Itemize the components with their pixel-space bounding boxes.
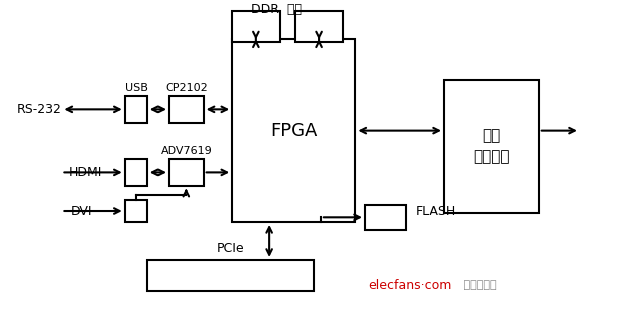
Text: FLASH: FLASH — [415, 205, 456, 218]
Text: 电子发烧友: 电子发烧友 — [460, 280, 497, 290]
Bar — [169, 96, 204, 123]
Text: DDR  外设: DDR 外设 — [251, 3, 302, 16]
Bar — [295, 11, 343, 42]
Bar — [124, 200, 147, 222]
Bar — [124, 159, 147, 186]
Text: ADV7619: ADV7619 — [161, 146, 213, 156]
Text: FPGA: FPGA — [270, 121, 318, 140]
Text: 高速
通讯逃辑: 高速 通讯逃辑 — [473, 128, 510, 164]
Text: RS-232: RS-232 — [17, 103, 62, 116]
Text: DVI: DVI — [71, 204, 93, 218]
Bar — [147, 260, 314, 291]
Bar — [365, 205, 406, 230]
Text: PCIe: PCIe — [217, 242, 244, 255]
Bar — [232, 11, 279, 42]
Bar — [169, 159, 204, 186]
Text: HDMI: HDMI — [69, 166, 102, 179]
Text: CP2102: CP2102 — [165, 83, 208, 93]
Text: USB: USB — [124, 83, 147, 93]
Bar — [232, 39, 356, 222]
Bar — [124, 96, 147, 123]
Bar — [444, 80, 538, 213]
Text: elecfans·com: elecfans·com — [368, 279, 451, 292]
